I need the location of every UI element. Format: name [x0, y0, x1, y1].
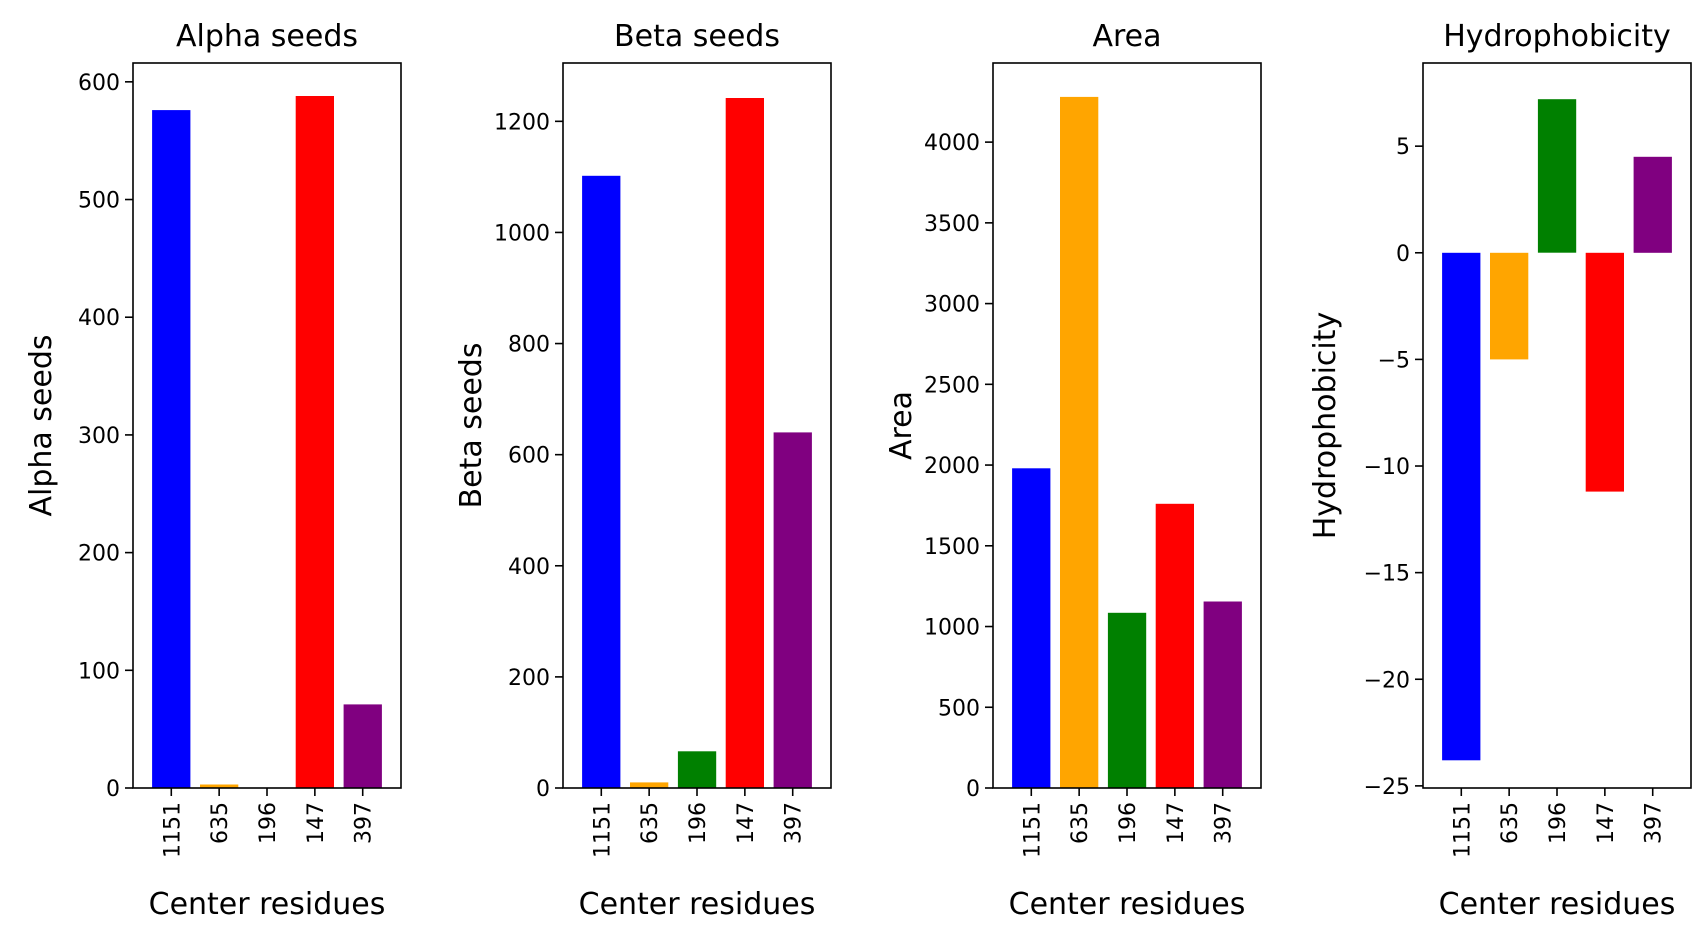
chart-title: Hydrophobicity: [1443, 19, 1671, 54]
y-axis-label: Alpha seeds: [24, 334, 59, 516]
bar-196: [677, 751, 717, 788]
y-axis-label: Area: [884, 391, 919, 460]
y-tick-label: 600: [78, 71, 120, 96]
x-tick-label: 147: [1594, 802, 1619, 844]
chart-panel-3: 1151 635 196 147 397 0 500 1000 1500 2000 2500 3000…: [884, 19, 1262, 922]
y-tick-label: 0: [106, 777, 120, 802]
x-tick-label: 196: [1116, 802, 1141, 844]
bar-635: [200, 784, 239, 788]
y-tick-label: 1000: [494, 221, 550, 246]
x-tick-label: 196: [256, 802, 281, 844]
x-tick-label: 196: [686, 802, 711, 844]
y-tick-label: 2500: [924, 373, 980, 398]
y-tick-label: 600: [508, 444, 550, 469]
bar-147: [295, 96, 334, 788]
y-tick-label: −15: [1364, 562, 1410, 587]
chart-panel-1: 1151 635 196 147 397 0 100 200 300 400 500 600 Alpha…: [24, 19, 402, 922]
bar-196: [1537, 99, 1577, 253]
y-tick-label: 4000: [924, 131, 980, 156]
y-tick-label: 200: [78, 542, 120, 567]
y-tick-label: 3500: [924, 212, 980, 237]
bar-1151: [582, 175, 621, 789]
y-tick-label: 2000: [924, 454, 980, 479]
x-tick-label: 635: [208, 802, 233, 844]
y-tick-label: 0: [536, 777, 550, 802]
y-tick-label: 0: [966, 777, 980, 802]
y-tick-label: −5: [1378, 348, 1410, 373]
bar-635: [1490, 252, 1529, 360]
axes-frame: [992, 62, 1262, 789]
bar-397: [773, 432, 812, 788]
bar-1151: [1442, 252, 1481, 761]
x-tick-label: 196: [1546, 802, 1571, 844]
bar-196: [1107, 612, 1147, 788]
y-tick-label: 400: [78, 306, 120, 331]
y-tick-label: 200: [508, 666, 550, 691]
bar-147: [1585, 252, 1624, 492]
y-tick-label: −10: [1364, 455, 1410, 480]
bar-397: [343, 704, 382, 788]
chart-panel-4: 1151 635 196 147 397 −25 −20 −15 −10 −5 0 5 Hydropho…: [1308, 19, 1692, 922]
y-tick-label: −20: [1364, 668, 1410, 693]
x-axis-label: Center residues: [1009, 887, 1246, 922]
y-tick-label: −25: [1364, 775, 1410, 800]
x-tick-label: 635: [1068, 802, 1093, 844]
y-tick-label: 300: [78, 424, 120, 449]
x-tick-label: 635: [1498, 802, 1523, 844]
x-tick-label: 1151: [590, 802, 615, 858]
chart-panel-2: 1151 635 196 147 397 0 200 400 600 800 1000 1200 Bet…: [454, 19, 832, 922]
y-tick-label: 500: [938, 696, 980, 721]
axes-frame: [132, 62, 402, 789]
x-tick-label: 1151: [1020, 802, 1045, 858]
chart-title: Alpha seeds: [176, 19, 358, 54]
y-tick-label: 100: [78, 659, 120, 684]
x-axis-label: Center residues: [1439, 887, 1676, 922]
y-tick-label: 1200: [494, 110, 550, 135]
axes-frame: [1422, 62, 1692, 789]
y-tick-label: 500: [78, 189, 120, 214]
axes-frame: [562, 62, 832, 789]
y-tick-label: 1000: [924, 616, 980, 641]
x-tick-label: 1151: [1450, 802, 1475, 858]
bar-635: [630, 782, 669, 788]
x-tick-label: 397: [352, 802, 377, 844]
y-tick-label: 1500: [924, 535, 980, 560]
bar-147: [1155, 503, 1194, 788]
y-tick-label: 3000: [924, 293, 980, 318]
x-axis-label: Center residues: [149, 887, 386, 922]
bar-635: [1060, 96, 1099, 788]
x-axis-label: Center residues: [579, 887, 816, 922]
y-tick-label: 5: [1396, 135, 1410, 160]
bar-147: [725, 98, 764, 788]
bar-397: [1203, 601, 1242, 788]
y-tick-label: 0: [1396, 242, 1410, 267]
chart-title: Beta seeds: [614, 19, 780, 54]
y-tick-label: 400: [508, 555, 550, 580]
x-tick-label: 147: [734, 802, 759, 844]
x-tick-label: 397: [782, 802, 807, 844]
chart-title: Area: [1092, 19, 1161, 54]
bar-1151: [152, 110, 191, 789]
y-axis-label: Hydrophobicity: [1308, 312, 1343, 540]
x-tick-label: 635: [638, 802, 663, 844]
x-tick-label: 147: [1164, 802, 1189, 844]
x-tick-label: 397: [1642, 802, 1667, 844]
x-tick-label: 1151: [160, 802, 185, 858]
y-tick-label: 800: [508, 333, 550, 358]
y-axis-label: Beta seeds: [454, 343, 489, 509]
x-tick-label: 147: [304, 802, 329, 844]
bar-1151: [1012, 468, 1051, 788]
x-tick-label: 397: [1212, 802, 1237, 844]
bar-397: [1633, 156, 1672, 253]
